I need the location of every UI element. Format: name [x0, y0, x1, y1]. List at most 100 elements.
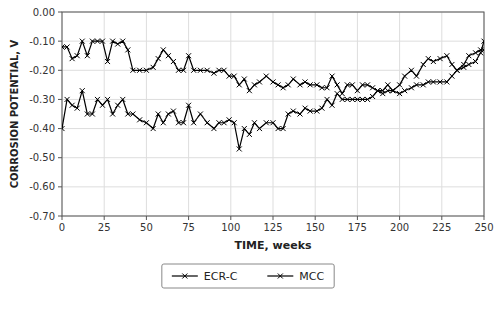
point-marker [144, 68, 149, 73]
point-marker [247, 88, 252, 93]
point-marker [80, 88, 85, 93]
series [62, 39, 484, 96]
legend-item: MCC [267, 270, 324, 283]
line [62, 41, 484, 93]
point-marker [151, 126, 156, 131]
point-marker [390, 88, 395, 93]
grid-line [230, 12, 231, 216]
line [62, 41, 484, 149]
point-marker [365, 97, 370, 102]
point-marker [198, 68, 203, 73]
point-marker [355, 88, 360, 93]
point-marker [375, 88, 380, 93]
axes: 0.00-0.10-0.20-0.30-0.40-0.50-0.60-0.700… [29, 7, 493, 234]
point-marker [222, 120, 227, 125]
legend-label: MCC [299, 270, 324, 283]
grid-line [146, 12, 147, 216]
point-marker [303, 79, 308, 84]
point-marker [176, 120, 181, 125]
point-marker [444, 53, 449, 58]
point-marker [345, 82, 350, 87]
point-marker [144, 120, 149, 125]
tick-mark [58, 41, 62, 42]
point-marker [252, 120, 257, 125]
tick-label: 225 [432, 222, 451, 233]
point-marker [303, 106, 308, 111]
point-marker [181, 120, 186, 125]
tick-label: -0.50 [29, 152, 55, 163]
tick-mark [58, 157, 62, 158]
point-marker [466, 53, 471, 58]
point-marker [330, 103, 335, 108]
point-marker [137, 117, 142, 122]
tick-mark [357, 216, 358, 220]
grid-line [273, 12, 274, 216]
tick-mark [104, 216, 105, 220]
point-marker [298, 82, 303, 87]
point-marker [291, 77, 296, 82]
point-marker [70, 103, 75, 108]
tick-mark [58, 99, 62, 100]
point-marker [397, 91, 402, 96]
tick-mark [58, 70, 62, 71]
tick-label: 100 [221, 222, 240, 233]
point-marker [264, 74, 269, 79]
point-marker [216, 120, 221, 125]
tick-label: -0.20 [29, 65, 55, 76]
point-marker [449, 62, 454, 67]
point-marker [271, 120, 276, 125]
point-marker [85, 112, 90, 117]
tick-mark [146, 216, 147, 220]
point-marker [161, 47, 166, 52]
point-marker [325, 97, 330, 102]
point-marker [232, 74, 237, 79]
point-marker [161, 120, 166, 125]
point-marker [125, 112, 130, 117]
point-marker [242, 77, 247, 82]
tick-mark [58, 12, 62, 13]
point-marker [211, 71, 216, 76]
point-marker [340, 97, 345, 102]
grid-line [357, 12, 358, 216]
series [62, 39, 484, 152]
tick-mark [58, 216, 62, 217]
point-marker [75, 106, 80, 111]
point-marker [375, 88, 380, 93]
point-marker [308, 82, 313, 87]
point-marker [191, 120, 196, 125]
point-marker [414, 74, 419, 79]
point-marker [90, 39, 95, 44]
point-marker [125, 47, 130, 52]
legend-item: ECR-C [172, 270, 238, 283]
point-marker [355, 97, 360, 102]
tick-mark [58, 128, 62, 129]
point-marker [171, 109, 176, 114]
point-marker [100, 103, 105, 108]
tick-label: 250 [474, 222, 493, 233]
point-marker [350, 97, 355, 102]
point-marker [473, 50, 478, 55]
grid-line [188, 12, 189, 216]
point-marker [314, 109, 319, 114]
legend-box [162, 264, 334, 288]
point-marker [319, 85, 324, 90]
point-marker [454, 68, 459, 73]
legend: ECR-C MCC [162, 264, 334, 288]
tick-label: -0.70 [29, 211, 55, 222]
point-marker [137, 68, 142, 73]
tick-label: -0.40 [29, 123, 55, 134]
point-marker [345, 97, 350, 102]
point-marker [232, 120, 237, 125]
point-marker [242, 126, 247, 131]
point-marker [115, 103, 120, 108]
point-marker [80, 39, 85, 44]
tick-mark [273, 216, 274, 220]
point-marker [409, 85, 414, 90]
point-marker [62, 126, 65, 131]
grid [62, 12, 484, 216]
data [62, 39, 484, 152]
tick-mark [58, 186, 62, 187]
point-marker [319, 106, 324, 111]
point-marker [156, 56, 161, 61]
point-marker [402, 88, 407, 93]
